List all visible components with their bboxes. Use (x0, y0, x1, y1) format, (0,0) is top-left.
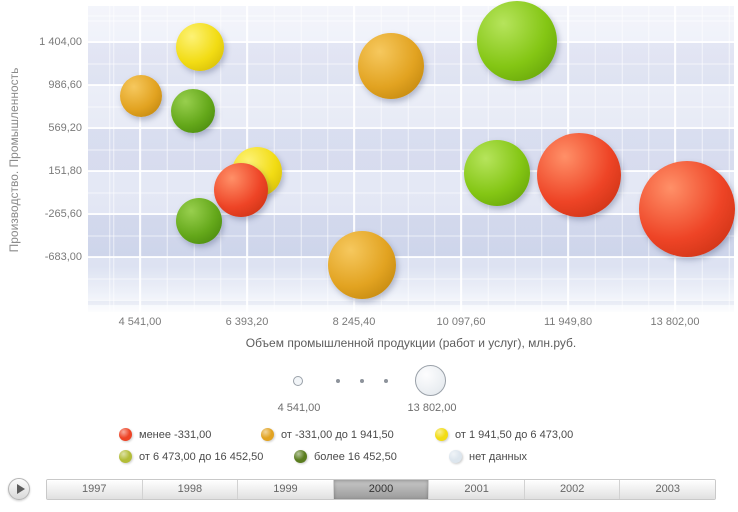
play-button[interactable] (8, 478, 30, 500)
bubble[interactable] (175, 198, 222, 245)
size-legend-max-label: 13 802,00 (407, 402, 457, 414)
legend-label: менее -331,00 (139, 428, 212, 441)
legend-swatch (261, 428, 274, 441)
legend-item: от 1 941,50 до 6 473,00 (435, 427, 573, 442)
bubble[interactable] (171, 88, 216, 133)
legend-label: нет данных (469, 450, 528, 463)
y-tick-label: 151,80 (48, 165, 82, 177)
legend-item: от 6 473,00 до 16 452,50 (119, 449, 263, 464)
y-tick-label: -265,60 (44, 208, 82, 220)
legend-swatch (435, 428, 448, 441)
gridline-horizontal (88, 170, 734, 172)
gridline-vertical (674, 6, 676, 312)
gridline-vertical (139, 6, 141, 312)
y-tick-label: -683,00 (44, 251, 82, 263)
x-tick-label: 11 949,80 (543, 316, 593, 328)
bubble[interactable] (358, 33, 425, 100)
bubble[interactable] (477, 0, 558, 81)
legend-item: от -331,00 до 1 941,50 (261, 427, 394, 442)
legend-label: более 16 452,50 (314, 450, 397, 463)
timeline-year-2003[interactable]: 2003 (620, 480, 715, 499)
gridline-horizontal (88, 256, 734, 258)
x-tick-label: 10 097,60 (436, 316, 486, 328)
gridline-horizontal (88, 127, 734, 129)
legend-item: более 16 452,50 (294, 449, 397, 464)
timeline-year-bar: 1997 1998 1999 2000 2001 2002 2003 (46, 479, 716, 500)
play-icon (17, 484, 25, 494)
timeline-year-2002[interactable]: 2002 (524, 480, 621, 499)
legend-item: нет данных (449, 449, 527, 464)
gridline-horizontal (88, 213, 734, 215)
bubble[interactable] (463, 140, 530, 207)
size-legend-min-circle (293, 376, 303, 386)
legend-swatch (119, 428, 132, 441)
size-legend-dot (384, 379, 388, 383)
size-legend-min-label: 4 541,00 (277, 402, 321, 414)
x-tick-label: 4 541,00 (118, 316, 162, 328)
x-axis-title: Объем промышленной продукции (работ и ус… (245, 336, 577, 350)
bubble[interactable] (214, 163, 269, 218)
bubble[interactable] (176, 23, 225, 72)
x-tick-label: 8 245,40 (332, 316, 376, 328)
y-tick-label: 1 404,00 (39, 36, 82, 48)
y-axis-ticks: 1 404,00 986,60 569,20 151,80 -265,60 -683,00 (0, 6, 82, 312)
timeline-year-1997[interactable]: 1997 (47, 480, 143, 499)
x-axis-ticks: 4 541,00 6 393,20 8 245,40 10 097,60 11 949,… (88, 316, 734, 330)
legend-item: менее -331,00 (119, 427, 211, 442)
gridline-vertical (353, 6, 355, 312)
size-legend-max-circle (415, 365, 446, 396)
x-tick-label: 13 802,00 (650, 316, 700, 328)
legend-label: от 1 941,50 до 6 473,00 (455, 428, 574, 441)
legend-swatch (449, 450, 462, 463)
timeline-year-1999[interactable]: 1999 (238, 480, 334, 499)
legend-label: от -331,00 до 1 941,50 (281, 428, 394, 441)
bubble[interactable] (639, 160, 736, 257)
bubble[interactable] (120, 74, 163, 117)
size-legend-dot (336, 379, 340, 383)
timeline-year-1998[interactable]: 1998 (142, 480, 239, 499)
bubble[interactable] (327, 230, 396, 299)
legend-swatch (294, 450, 307, 463)
y-tick-label: 986,60 (48, 79, 82, 91)
bubble[interactable] (536, 132, 621, 217)
timeline-year-2001[interactable]: 2001 (429, 480, 525, 499)
legend-swatch (119, 450, 132, 463)
size-legend-dot (360, 379, 364, 383)
timeline-year-2000[interactable]: 2000 (333, 480, 430, 499)
legend-label: от 6 473,00 до 16 452,50 (139, 450, 264, 463)
plot-area (88, 0, 736, 312)
x-tick-label: 6 393,20 (225, 316, 269, 328)
y-tick-label: 569,20 (48, 122, 82, 134)
gridline-vertical (460, 6, 462, 312)
